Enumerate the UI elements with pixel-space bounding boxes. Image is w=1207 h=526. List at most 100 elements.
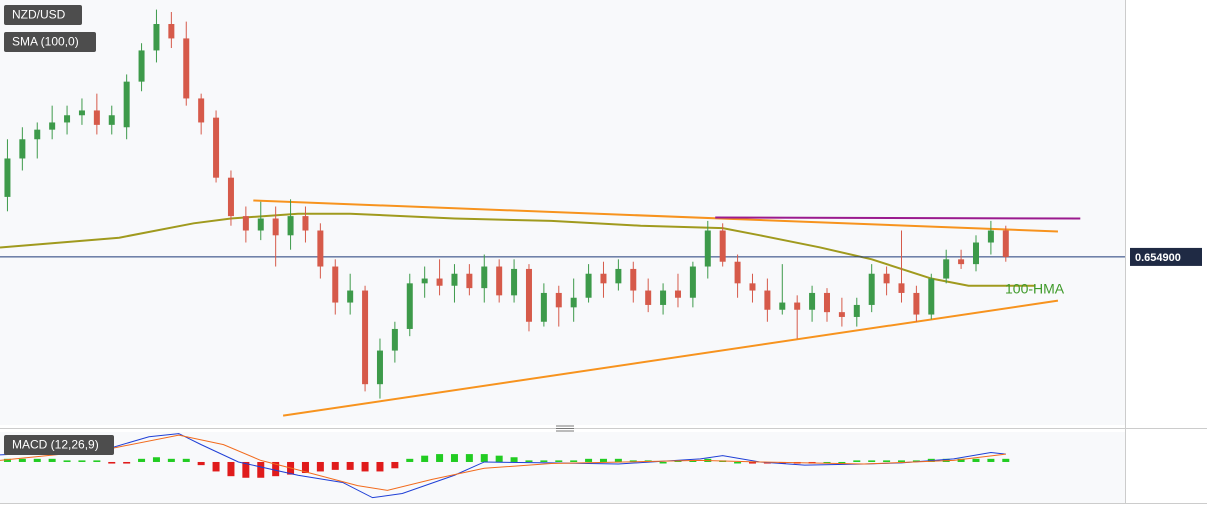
histogram-bar xyxy=(883,460,891,462)
candle-body xyxy=(689,266,696,298)
histogram-bar xyxy=(748,461,756,464)
candle-body xyxy=(719,230,726,262)
candle-body xyxy=(78,110,85,116)
candle-body xyxy=(391,328,398,351)
histogram-bar xyxy=(972,458,980,462)
candle-body xyxy=(660,290,667,305)
candle-body xyxy=(823,292,830,313)
resize-handle[interactable] xyxy=(556,425,574,432)
candle-body xyxy=(34,129,41,140)
hma-annotation: 100-HMA xyxy=(1005,281,1065,297)
last-price-box xyxy=(1130,247,1202,266)
trend-line xyxy=(715,216,1081,220)
histogram-bar xyxy=(316,461,324,472)
histogram-bar xyxy=(78,460,86,462)
candle-body xyxy=(347,290,354,303)
histogram-bar xyxy=(495,455,503,462)
candle-body xyxy=(496,266,503,296)
histogram-bar xyxy=(346,461,354,470)
histogram-bar xyxy=(912,460,920,462)
candle-body xyxy=(257,218,264,231)
histogram-bar xyxy=(331,461,339,470)
histogram-bar xyxy=(406,458,414,462)
macd-box xyxy=(4,435,114,455)
histogram-bar xyxy=(212,461,220,472)
histogram-bar xyxy=(629,460,637,462)
histogram-bar xyxy=(361,461,369,472)
histogram-bar xyxy=(33,458,41,462)
candle-body xyxy=(928,278,935,315)
candle-body xyxy=(913,292,920,315)
candle-body xyxy=(809,292,816,310)
candle-body xyxy=(451,273,458,286)
candle-body xyxy=(272,218,279,236)
candle-body xyxy=(302,216,309,231)
candle-body xyxy=(883,273,890,284)
candle-body xyxy=(138,50,145,82)
candle-body xyxy=(242,216,249,231)
candle-body xyxy=(406,283,413,329)
histogram-bar xyxy=(18,458,26,462)
candle-body xyxy=(779,302,786,310)
candle-body xyxy=(213,117,220,178)
candle-body xyxy=(838,312,845,317)
candle-body xyxy=(108,115,115,125)
signal-line xyxy=(0,434,1006,491)
histogram-bar xyxy=(391,461,399,469)
histogram-bar xyxy=(63,460,71,462)
candle-body xyxy=(674,290,681,298)
histogram-bar xyxy=(689,460,697,462)
candle-body xyxy=(585,273,592,298)
candle-body xyxy=(421,278,428,284)
histogram-bar xyxy=(659,461,667,464)
symbol-label: NZD/USD xyxy=(12,8,66,22)
candle-body xyxy=(481,266,488,289)
candle-body xyxy=(511,268,518,296)
histogram-bar xyxy=(838,461,846,464)
trend-line xyxy=(253,199,1058,233)
candle-body xyxy=(19,139,26,159)
candle-body xyxy=(570,297,577,308)
histogram-bar xyxy=(570,460,578,462)
histogram-bar xyxy=(3,458,11,462)
histogram-bar xyxy=(301,461,309,474)
histogram-bar xyxy=(853,460,861,462)
candle-body xyxy=(332,266,339,303)
candle-body xyxy=(123,81,130,128)
histogram-bar xyxy=(897,460,905,462)
histogram-bar xyxy=(510,457,518,462)
sma-box xyxy=(4,32,96,52)
histogram-bar xyxy=(987,458,995,462)
candle-body xyxy=(1002,230,1009,257)
histogram-bar xyxy=(525,460,533,462)
histogram-bar xyxy=(227,461,235,477)
candle-body xyxy=(555,292,562,308)
candle-body xyxy=(868,273,875,305)
candle-body xyxy=(958,259,965,265)
candle-body xyxy=(168,24,175,39)
histogram-bar xyxy=(555,460,563,462)
histogram-bar xyxy=(734,461,742,464)
candle-body xyxy=(376,350,383,385)
candle-body xyxy=(466,273,473,289)
last-price-label: 0.654900 xyxy=(1135,252,1181,264)
candle-body xyxy=(183,38,190,99)
histogram-bar xyxy=(823,461,831,464)
histogram-bar xyxy=(93,460,101,462)
candle-body xyxy=(987,230,994,243)
histogram-bar xyxy=(123,461,131,464)
histogram-bar xyxy=(257,461,265,478)
histogram-bar xyxy=(868,460,876,462)
candle-body xyxy=(287,216,294,236)
candle-body xyxy=(436,278,443,286)
candle-body xyxy=(764,290,771,310)
candle-body xyxy=(93,110,100,125)
candle-body xyxy=(794,302,801,310)
histogram-bar xyxy=(48,458,56,462)
histogram-bar xyxy=(108,461,116,464)
candle-body xyxy=(540,292,547,322)
candle-body xyxy=(704,230,711,267)
histogram-bar xyxy=(957,458,965,462)
candle-body xyxy=(525,268,532,322)
